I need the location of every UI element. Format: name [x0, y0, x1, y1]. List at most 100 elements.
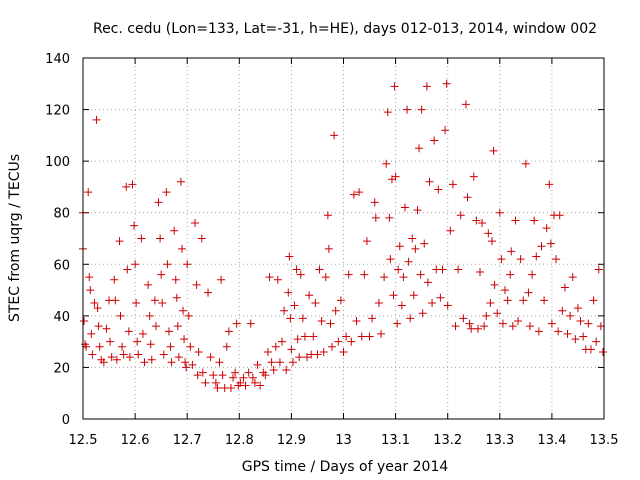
data-point-plus: [519, 296, 528, 305]
data-point-plus: [380, 273, 389, 282]
data-point-plus: [282, 366, 291, 375]
data-point-plus: [476, 268, 485, 277]
data-point-plus: [317, 317, 326, 326]
data-point-plus: [344, 270, 353, 279]
data-point-plus: [275, 358, 284, 367]
data-point-plus: [226, 384, 235, 393]
data-point-plus: [273, 275, 282, 284]
data-point-plus: [465, 319, 474, 328]
data-point-plus: [480, 322, 489, 331]
data-point-plus: [326, 319, 335, 328]
data-point-plus: [147, 355, 156, 364]
data-point-plus: [158, 298, 167, 307]
data-point-plus: [80, 317, 89, 326]
data-point-plus: [514, 317, 523, 326]
data-point-plus: [598, 347, 607, 356]
data-point-plus: [217, 275, 226, 284]
data-point-plus: [246, 319, 255, 328]
data-point-plus: [371, 213, 380, 222]
data-point-plus: [188, 360, 197, 369]
data-point-plus: [516, 255, 525, 264]
data-point-plus: [374, 298, 383, 307]
data-point-plus: [365, 332, 374, 341]
y-tick-label: 0: [62, 413, 70, 428]
data-point-plus: [192, 280, 201, 289]
y-tick-label: 20: [53, 361, 70, 376]
data-point-plus: [173, 322, 182, 331]
data-point-plus: [484, 229, 493, 238]
data-point-plus: [546, 239, 555, 248]
data-point-plus: [442, 79, 451, 88]
data-point-plus: [560, 283, 569, 292]
data-point-plus: [156, 234, 165, 243]
data-point-plus: [576, 317, 585, 326]
y-tick-label: 140: [45, 52, 70, 67]
data-point-plus: [563, 329, 572, 338]
data-point-plus: [362, 237, 371, 246]
data-point-plus: [87, 329, 96, 338]
data-point-plus: [331, 306, 340, 315]
data-point-plus: [111, 296, 120, 305]
data-point-plus: [211, 378, 220, 387]
data-point-plus: [125, 353, 134, 362]
data-point-plus: [506, 270, 515, 279]
data-point-plus: [293, 335, 302, 344]
data-point-plus: [417, 105, 426, 114]
data-point-plus: [393, 319, 402, 328]
data-point-plus: [339, 347, 348, 356]
data-point-plus: [172, 293, 181, 302]
data-point-plus: [554, 327, 563, 336]
data-point-plus: [182, 363, 191, 372]
data-point-plus: [545, 180, 554, 189]
data-point-plus: [204, 288, 213, 297]
data-point-plus: [236, 378, 245, 387]
data-point-plus: [456, 211, 465, 220]
data-point-plus: [446, 226, 455, 235]
data-point-plus: [385, 213, 394, 222]
data-point-plus: [115, 237, 124, 246]
data-point-plus: [573, 304, 582, 313]
data-point-plus: [441, 126, 450, 135]
data-point-plus: [288, 358, 297, 367]
data-point-plus: [558, 306, 567, 315]
data-point-plus: [324, 244, 333, 253]
data-point-plus: [285, 252, 294, 261]
data-point-plus: [116, 311, 125, 320]
data-point-plus: [144, 280, 153, 289]
y-tick-label: 40: [53, 310, 70, 325]
data-point-plus: [534, 327, 543, 336]
data-point-plus: [418, 309, 427, 318]
data-point-plus: [430, 136, 439, 145]
data-point-plus: [323, 211, 332, 220]
data-point-plus: [489, 146, 498, 155]
data-point-plus: [177, 244, 186, 253]
data-point-plus: [194, 347, 203, 356]
data-point-plus: [184, 311, 193, 320]
data-point-plus: [261, 371, 270, 380]
data-point-plus: [201, 378, 210, 387]
x-tick-label: 13: [335, 433, 352, 448]
data-point-plus: [250, 378, 259, 387]
data-point-plus: [296, 270, 305, 279]
data-point-plus: [239, 373, 248, 382]
y-tick-label: 80: [53, 207, 70, 222]
data-point-plus: [443, 301, 452, 310]
grid-layer: [83, 58, 604, 419]
data-point-plus: [408, 234, 417, 243]
x-tick-label: 13.3: [485, 433, 514, 448]
data-point-plus: [183, 260, 192, 269]
data-point-plus: [404, 257, 413, 266]
y-tick-label: 100: [45, 155, 70, 170]
data-point-plus: [487, 237, 496, 246]
data-point-plus: [222, 342, 231, 351]
data-point-plus: [198, 368, 207, 377]
data-point-plus: [311, 298, 320, 307]
data-point-plus: [248, 373, 257, 382]
x-tick-label: 12.8: [225, 433, 254, 448]
data-point-plus: [112, 355, 121, 364]
data-point-plus: [138, 329, 147, 338]
data-point-plus: [423, 278, 432, 287]
data-point-plus: [171, 275, 180, 284]
data-point-plus: [130, 221, 139, 230]
data-point-plus: [231, 368, 240, 377]
